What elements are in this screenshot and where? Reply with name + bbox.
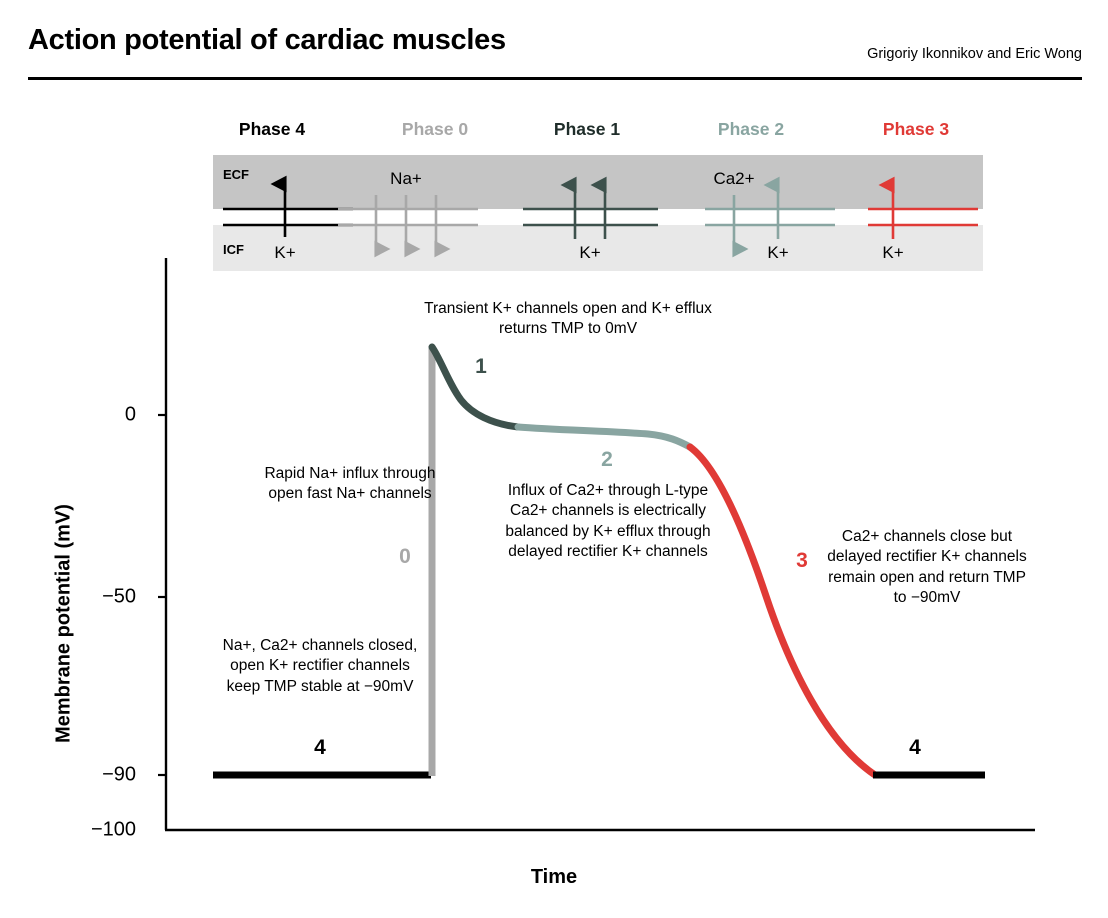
header-divider — [28, 77, 1082, 80]
membrane-channels-svg — [223, 175, 978, 258]
page-header: Action potential of cardiac muscles Grig… — [0, 0, 1108, 88]
phase-number-2: 2 — [601, 448, 613, 471]
y-tick-label-minus100: −100 — [90, 818, 136, 841]
membrane-diagram: ECF ICF — [213, 155, 983, 271]
annotation-phase2: Influx of Ca2+ through L-type Ca2+ chann… — [505, 482, 711, 561]
ion-label-k-phase4: K+ — [274, 243, 296, 262]
ion-label-k-phase3: K+ — [882, 243, 904, 262]
annotation-phase3: Ca2+ channels close but delayed rectifie… — [827, 528, 1027, 607]
phase-number-4-left: 4 — [314, 736, 326, 759]
membrane-segment-phase1 — [523, 176, 658, 239]
annotation-phase0: Rapid Na+ influx through open fast Na+ c… — [264, 465, 436, 503]
phase-number-3: 3 — [796, 549, 808, 572]
phase-number-1: 1 — [475, 355, 487, 378]
icf-region — [213, 225, 983, 271]
phase-heading-2: Phase 2 — [717, 119, 785, 139]
phase-number-4-right: 4 — [909, 736, 921, 759]
phase-number-0: 0 — [399, 545, 411, 568]
ion-label-k-phase1: K+ — [579, 243, 601, 262]
x-axis-title: Time — [530, 866, 578, 888]
membrane-segment-phase3 — [868, 176, 978, 239]
curve-phase1 — [428, 343, 522, 431]
annotation-phase1: Transient K+ channels open and K+ efflux… — [424, 300, 712, 338]
curve-phase3 — [686, 443, 879, 779]
authors-credit: Grigoriy Ikonnikov and Eric Wong — [867, 46, 1082, 62]
membrane-segment-phase0 — [338, 195, 478, 258]
y-tick-label-0: 0 — [124, 403, 136, 426]
y-axis-title: Membrane potential (mV) — [52, 504, 75, 743]
phase-heading-3: Phase 3 — [882, 119, 950, 139]
icf-label: ICF — [223, 242, 244, 257]
page-title: Action potential of cardiac muscles — [28, 24, 506, 56]
ion-label-ca-phase2: Ca2+ — [713, 169, 755, 188]
membrane-segment-phase2 — [705, 176, 835, 258]
ecf-label: ECF — [223, 167, 249, 182]
annotation-phase4-left: Na+, Ca2+ channels closed, open K+ recti… — [222, 637, 418, 695]
membrane-segment-phase4 — [223, 175, 353, 237]
phase-heading-4: Phase 4 — [238, 119, 306, 139]
curve-phase2 — [514, 423, 694, 451]
ion-label-na-phase0: Na+ — [390, 169, 422, 188]
phase-heading-1: Phase 1 — [553, 119, 621, 139]
y-tick-label-minus50: −50 — [102, 585, 136, 608]
y-tick-label-minus90: −90 — [102, 763, 136, 786]
ion-label-k-phase2: K+ — [767, 243, 789, 262]
phase-heading-0: Phase 0 — [401, 119, 469, 139]
